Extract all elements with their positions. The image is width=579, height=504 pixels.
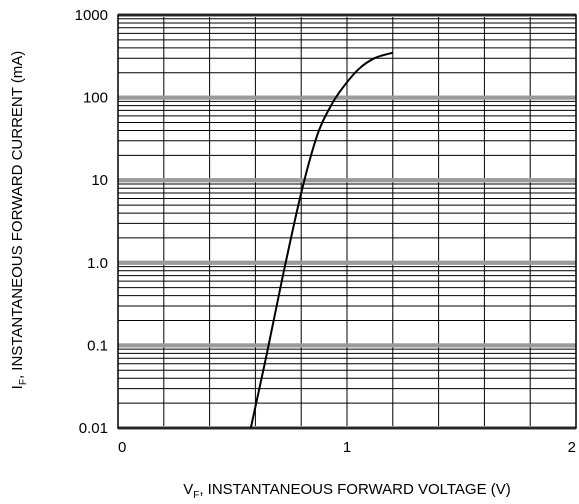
y-tick-label: 1.0 [87,255,108,272]
x-tick-label: 0 [118,439,126,456]
grid [118,13,576,430]
plot-frame [117,14,577,429]
y-tick-label: 1000 [75,7,108,24]
x-tick-label: 2 [568,439,576,456]
x-tick-label: 1 [343,439,351,456]
series-line-forward-current [249,51,394,429]
y-tick-label: 0.01 [79,420,108,437]
y-tick-label: 100 [83,90,108,107]
series-layer [249,51,394,429]
tick-labels: 0.01 0.1 1.0 10 100 1000 0 1 2 [75,7,576,456]
y-tick-label: 10 [91,172,108,189]
y-tick-label: 0.1 [87,337,108,354]
y-axis-label: IF, INSTANTANEOUS FORWARD CURRENT (mA) [9,51,29,390]
x-axis-label: VF, INSTANTANEOUS FORWARD VOLTAGE (V) [183,481,511,501]
